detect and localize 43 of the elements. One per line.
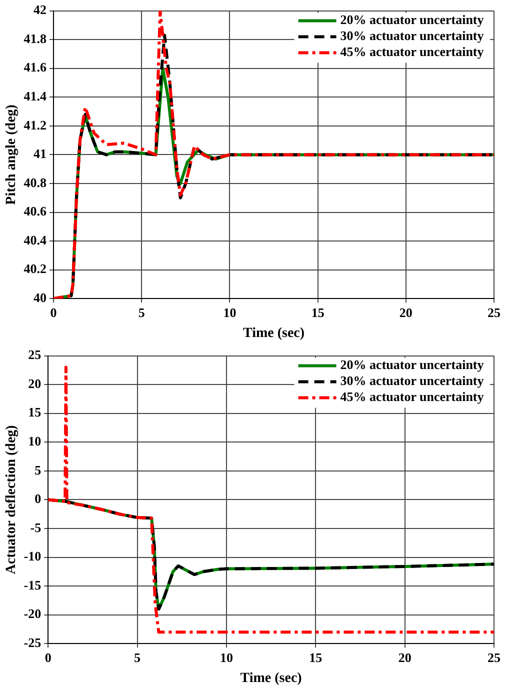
y-tick-label: 40.2 [24,261,47,276]
legend-label: 45% actuator uncertainty [340,44,484,60]
y-tick-label: 40 [34,290,47,305]
x-tick-label: 5 [134,650,142,665]
y-tick-label: 40.6 [24,204,48,219]
y-tick-label: -15 [24,577,42,592]
legend-label: 20% actuator uncertainty [340,357,484,372]
y-axis-title: Pitch angle (deg) [4,104,20,205]
y-tick-label: 40.4 [24,232,48,248]
x-axis-title: Time (sec) [240,671,302,686]
x-tick-label: 5 [138,304,146,320]
legend-label: 20% actuator uncertainty [340,12,484,28]
x-tick-label: 0 [50,304,57,320]
x-tick-label: 20 [399,304,412,320]
x-tick-label: 25 [488,304,501,320]
y-tick-label: 20 [28,376,42,391]
y-tick-label: 41.8 [24,30,48,46]
legend-label: 30% actuator uncertainty [340,28,484,44]
y-tick-label: -25 [24,634,42,650]
x-tick-label: 25 [488,650,501,665]
y-tick-label: 41.2 [24,117,47,132]
y-tick-label: 41.6 [24,60,48,75]
x-tick-label: 20 [398,650,412,665]
y-axis-title: Actuator deflection (deg) [4,424,20,574]
y-tick-label: 41.4 [24,88,48,104]
legend-label: 45% actuator uncertainty [340,389,484,404]
y-tick-label: 41 [34,146,47,162]
y-tick-label: 0 [34,491,42,506]
y-tick-label: -5 [30,520,42,535]
y-tick-label: 25 [28,347,42,362]
y-tick-label: 40.8 [24,174,48,190]
legend-label: 30% actuator uncertainty [340,373,484,388]
x-tick-label: 10 [223,304,236,320]
y-tick-label: 10 [28,434,42,448]
y-tick-label: 5 [34,462,42,478]
x-axis-title: Time (sec) [242,326,305,342]
y-tick-label: 15 [28,404,42,420]
y-tick-label: -20 [24,606,42,622]
y-tick-label: 42 [34,2,47,18]
x-tick-label: 10 [220,650,233,665]
x-tick-label: 15 [311,304,325,320]
x-tick-label: 15 [309,650,323,665]
y-tick-label: -10 [24,548,42,564]
